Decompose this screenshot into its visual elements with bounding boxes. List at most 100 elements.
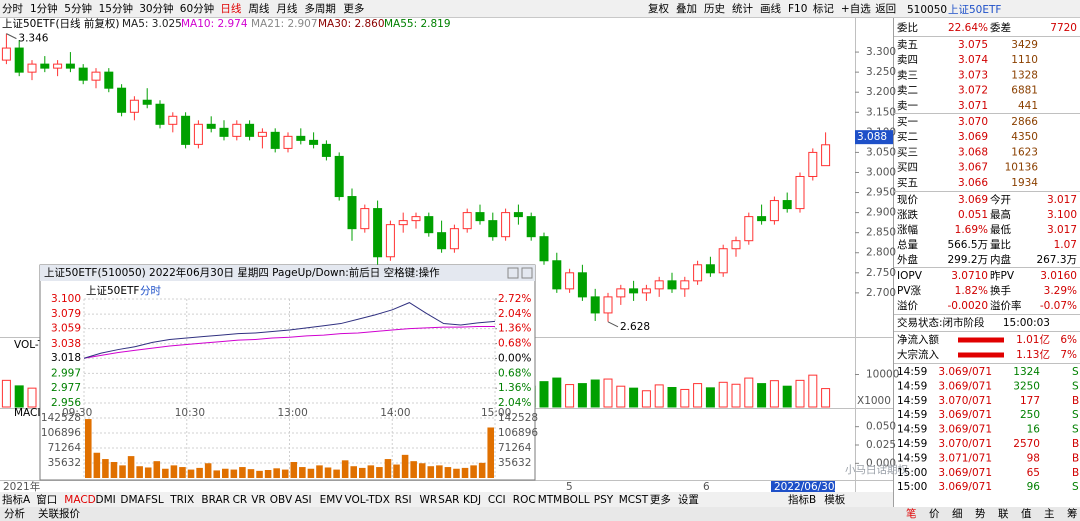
field-value: 1.69% — [955, 224, 988, 236]
indicator-tab[interactable]: 设置 — [678, 494, 699, 506]
indicator-tab[interactable]: 指标A — [2, 493, 31, 506]
candle-body — [437, 232, 447, 250]
y-tick-label: 2.700 — [866, 287, 896, 299]
bid-volume: 10136 — [1005, 162, 1039, 174]
indicator-tab[interactable]: MACD — [64, 494, 95, 506]
trade-volume: 177 — [1020, 395, 1040, 407]
ask-volume: 6881 — [1011, 85, 1038, 97]
flow-pct: 7% — [1060, 349, 1077, 361]
x-tick-label: 09:30 — [62, 407, 92, 419]
candle-body — [539, 236, 549, 262]
tool-button[interactable]: 标记 — [813, 3, 834, 15]
indicator-tab[interactable]: CR — [233, 494, 248, 506]
indicator-tab[interactable]: BRAR — [201, 494, 230, 506]
template-tab[interactable]: 指标B — [788, 493, 816, 506]
tool-button[interactable]: +自选 — [841, 2, 871, 15]
indicator-tab[interactable]: MCST — [619, 494, 649, 506]
status-item[interactable]: 关联报价 — [38, 507, 80, 520]
ask-price: 3.074 — [958, 54, 988, 66]
volume-bar — [629, 387, 639, 408]
tool-button[interactable]: 复权 — [648, 2, 669, 15]
tool-button[interactable]: 历史 — [704, 3, 725, 15]
period-button[interactable]: 周线 — [248, 2, 269, 15]
popup-title: 上证50ETF(510050) 2022年06月30日 星期四 PageUp/D… — [44, 266, 440, 279]
quote-tab[interactable]: 主 — [1044, 508, 1055, 520]
field-value: 3.069 — [958, 194, 988, 206]
indicator-tab[interactable]: CCI — [488, 494, 506, 506]
quote-tab[interactable]: 值 — [1021, 507, 1032, 520]
field-label: 涨跌 — [897, 208, 918, 221]
indicator-tab[interactable]: SAR — [438, 494, 459, 506]
popup-close[interactable] — [507, 267, 519, 279]
bid-volume: 1934 — [1011, 177, 1038, 189]
candle-body — [270, 131, 280, 149]
indicator-tab[interactable]: EMV — [320, 494, 344, 506]
field-label: 内盘 — [990, 253, 1011, 266]
tool-button[interactable]: 返回 — [875, 3, 896, 15]
ask-label: 卖五 — [897, 39, 918, 51]
period-button[interactable]: 60分钟 — [180, 2, 214, 15]
indicator-tab[interactable]: TRIX — [169, 494, 194, 506]
indicator-tab[interactable]: OBV — [270, 494, 293, 506]
indicator-tab[interactable]: KDJ — [463, 494, 481, 506]
field-label: IOPV — [897, 270, 923, 282]
indicator-tab[interactable]: VR — [251, 494, 265, 506]
quote-tab[interactable]: 笔 — [906, 507, 917, 520]
quote-tab[interactable]: 势 — [975, 507, 986, 520]
period-button[interactable]: 1分钟 — [30, 2, 58, 15]
candle-body — [1, 47, 11, 61]
field-value: 1.07 — [1054, 239, 1077, 251]
popup-close[interactable] — [521, 267, 533, 279]
period-button[interactable]: 15分钟 — [99, 2, 133, 15]
indicator-tab[interactable]: BOLL — [563, 494, 590, 506]
y-tick-label: 3.300 — [866, 46, 896, 58]
bid-volume: 1623 — [1011, 146, 1038, 158]
ask-label: 卖四 — [897, 54, 918, 66]
volume-bar — [616, 385, 626, 408]
template-tab[interactable]: 模板 — [824, 493, 845, 506]
indicator-tab[interactable]: MTM — [538, 494, 563, 506]
period-button[interactable]: 分时 — [2, 3, 23, 15]
volume-bar — [27, 387, 37, 408]
indicator-tab[interactable]: WR — [420, 494, 438, 506]
indicator-tab[interactable]: VOL-TDX — [345, 494, 390, 506]
indicator-tab[interactable]: 窗口 — [36, 493, 57, 506]
period-button[interactable]: 30分钟 — [139, 2, 173, 15]
indicator-tab[interactable]: DMI — [96, 494, 116, 506]
indicator-tab[interactable]: PSY — [594, 494, 614, 506]
candle-body — [142, 99, 152, 105]
y-tick-label: 0.050 — [866, 421, 896, 433]
period-button[interactable]: 月线 — [276, 2, 297, 15]
quote-tab[interactable]: 筹 — [1067, 507, 1078, 520]
tool-button[interactable]: 画线 — [760, 2, 781, 15]
tool-button[interactable]: 统计 — [732, 2, 753, 15]
period-button[interactable]: 多周期 — [304, 2, 336, 15]
quote-tab[interactable]: 价 — [929, 508, 940, 520]
volume-bar — [693, 383, 703, 408]
intraday-volume — [136, 466, 143, 478]
status-item[interactable]: 分析 — [4, 507, 25, 520]
indicator-tab[interactable]: FSL — [145, 494, 164, 506]
y-tick-label: 2.950 — [866, 187, 896, 199]
period-button[interactable]: 更多 — [343, 2, 364, 15]
period-button[interactable]: 日线 — [220, 2, 241, 15]
period-button[interactable]: 5分钟 — [64, 2, 92, 15]
indicator-tab[interactable]: ASI — [295, 494, 312, 506]
quote-tab[interactable]: 细 — [952, 507, 963, 520]
field-label: PV涨 — [897, 285, 922, 297]
indicator-tab[interactable]: RSI — [395, 494, 412, 506]
intraday-volume — [376, 467, 383, 478]
indicator-tab[interactable]: ROC — [513, 494, 536, 506]
trade-volume: 98 — [1027, 452, 1040, 464]
quote-tab[interactable]: 联 — [998, 508, 1009, 520]
ask-label: 卖一 — [897, 100, 918, 112]
intraday-volume — [418, 463, 426, 478]
tool-button[interactable]: 叠加 — [676, 3, 697, 15]
tool-button[interactable]: F10 — [788, 3, 807, 15]
candle-body — [360, 208, 370, 230]
trade-price: 3.070/071 — [938, 395, 992, 407]
trade-side: B — [1072, 395, 1079, 407]
indicator-tab[interactable]: DMA — [120, 494, 145, 506]
indicator-tab[interactable]: 更多 — [650, 493, 671, 506]
panel-title: VOL-T — [14, 339, 45, 351]
